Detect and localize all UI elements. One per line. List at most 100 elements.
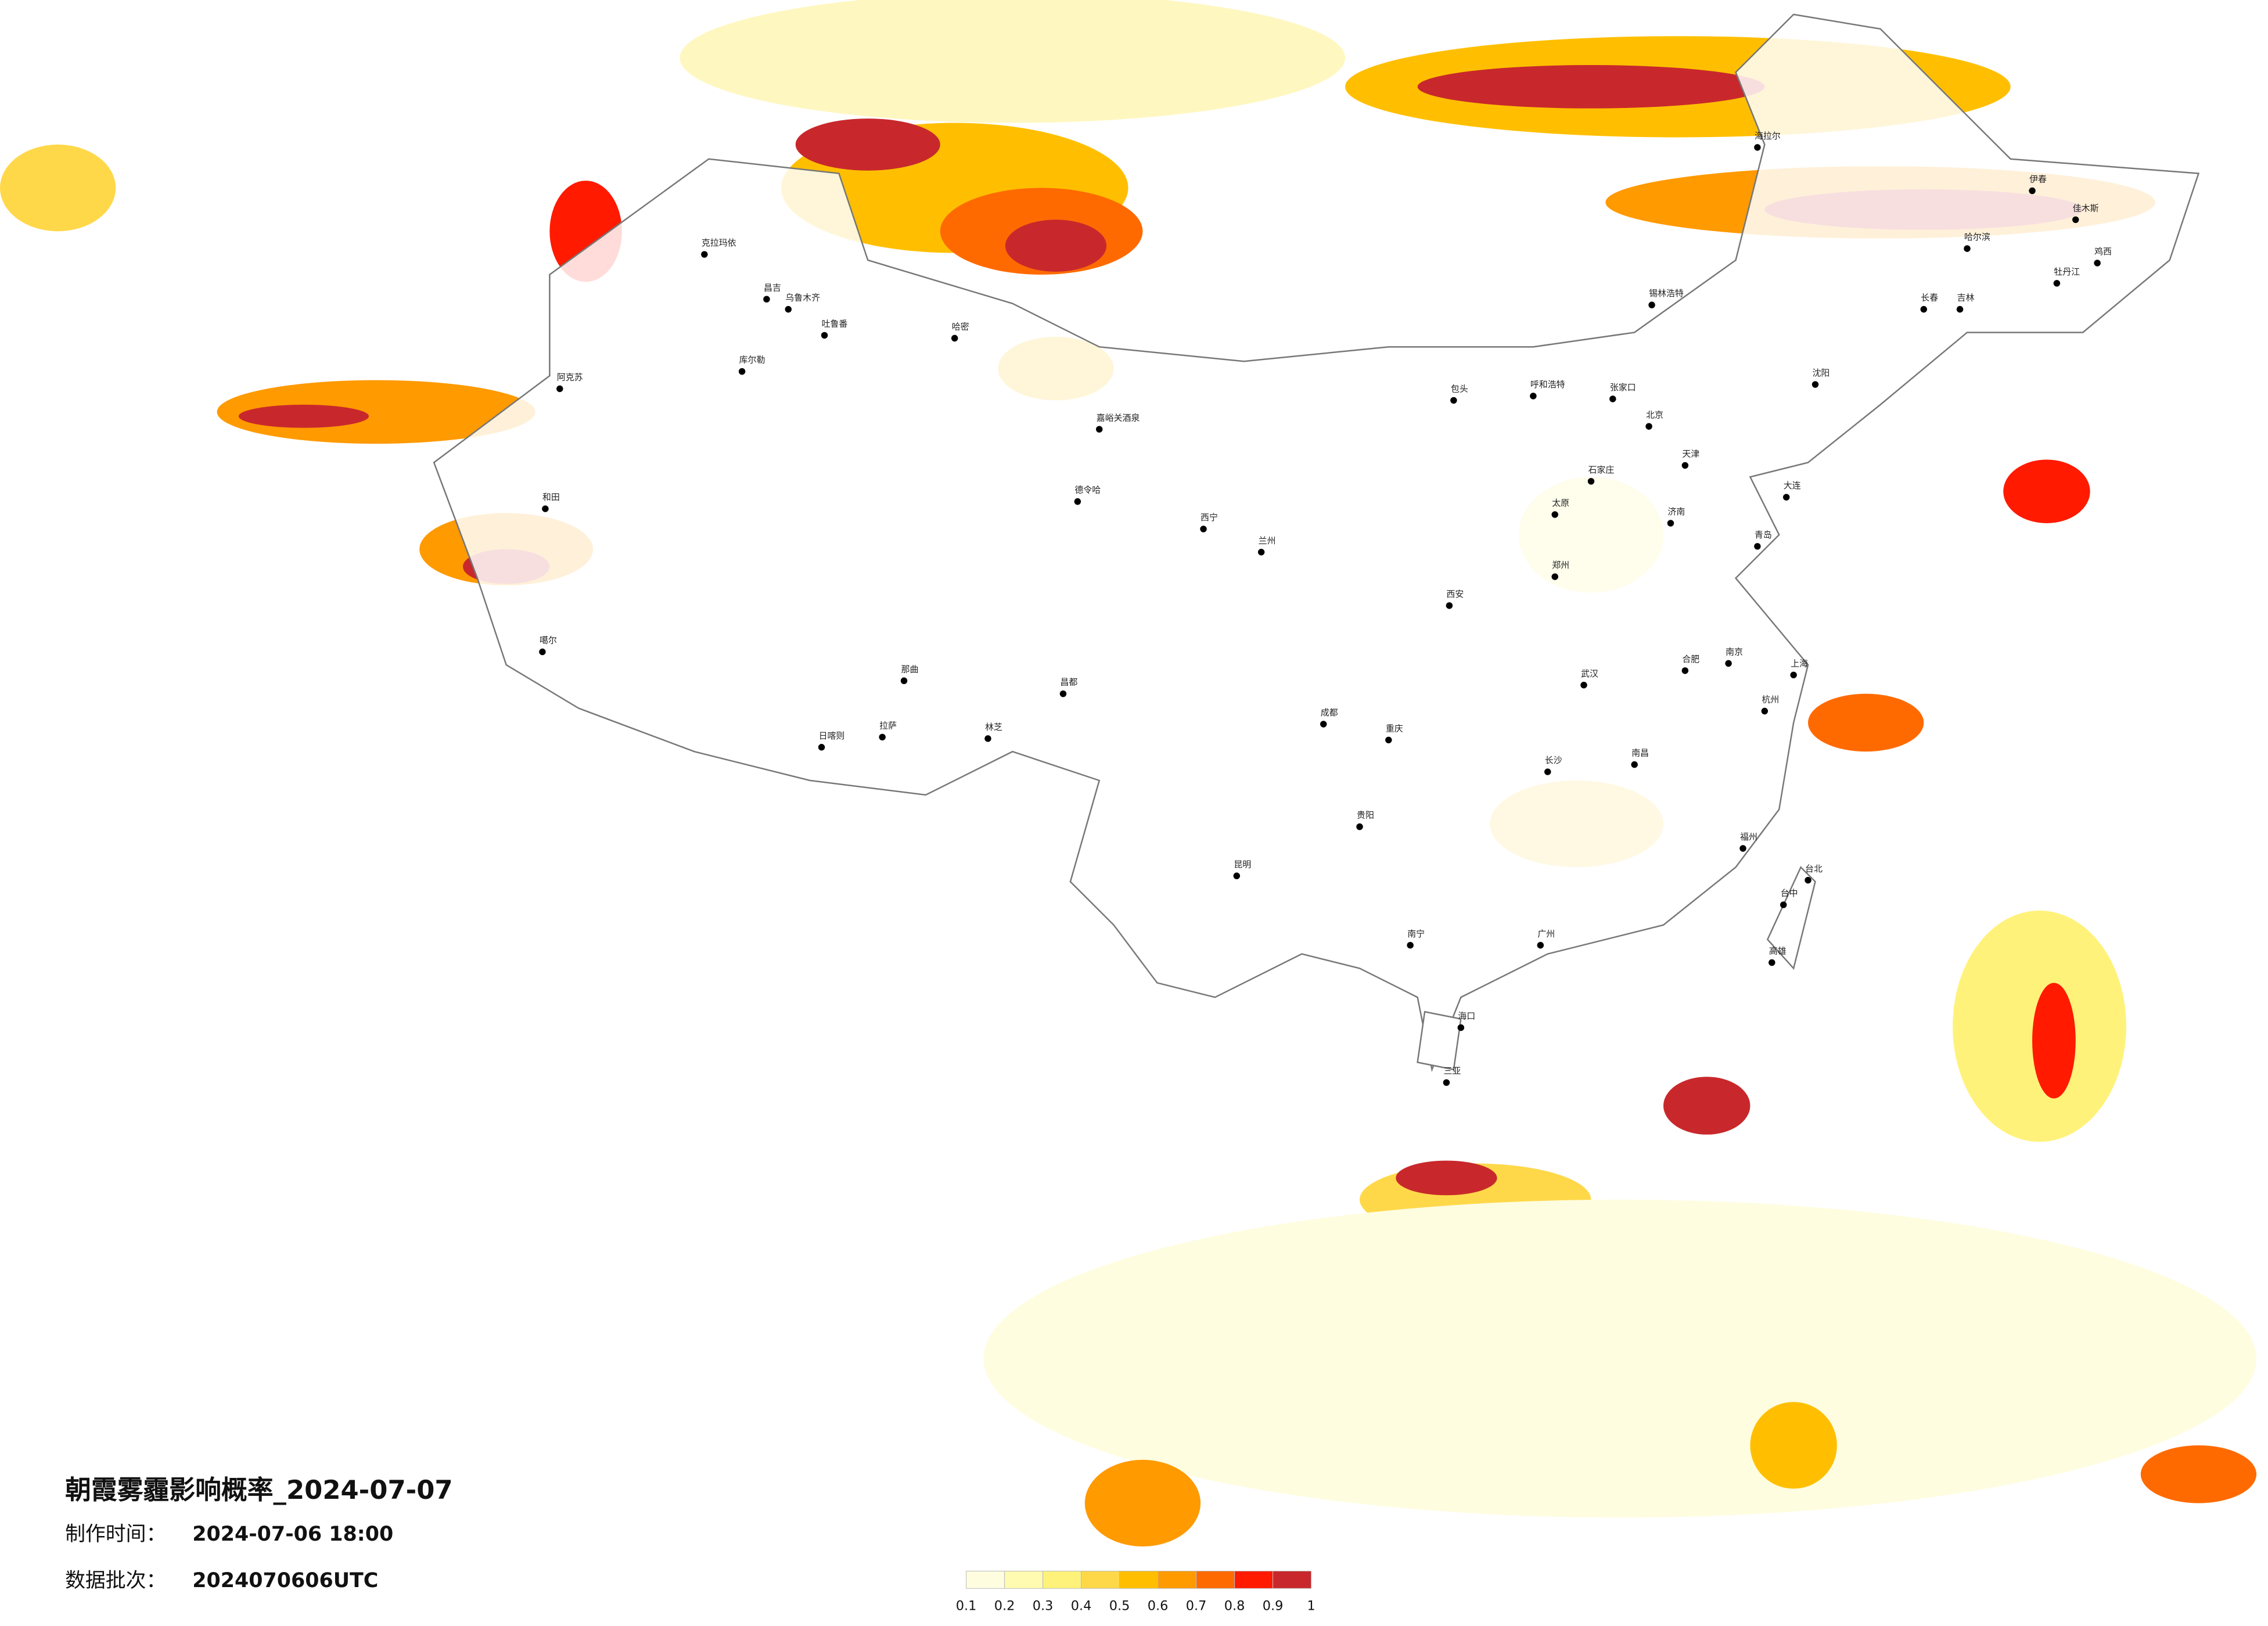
city-dot: [1667, 520, 1674, 527]
city-label: 三亚: [1443, 1066, 1461, 1076]
city-dot: [539, 648, 546, 656]
city-dot: [1074, 498, 1081, 505]
city-dot: [1551, 511, 1558, 518]
city-dot: [818, 744, 825, 751]
batch-label: 数据批次：: [65, 1569, 166, 1592]
city-dot: [1544, 768, 1551, 775]
colorbar-tick-label: 1: [1307, 1599, 1315, 1614]
city-dot: [1790, 671, 1797, 679]
city-label: 昆明: [1234, 859, 1251, 869]
city-label: 鸡西: [2094, 246, 2112, 257]
country-outline: [433, 13, 2200, 1073]
city-label: 嘉峪关酒泉: [1097, 412, 1140, 423]
city-label: 福州: [1740, 832, 1757, 842]
city-dot: [2053, 280, 2061, 287]
city-label: 海口: [1458, 1011, 1475, 1021]
city-label: 石家庄: [1588, 465, 1614, 475]
city-label: 噶尔: [540, 635, 557, 646]
city-label: 贵阳: [1357, 810, 1374, 821]
colorbar-tick-label: 0.3: [1033, 1599, 1054, 1614]
colorbar-tick-label: 0.4: [1071, 1599, 1092, 1614]
city-dot: [1631, 761, 1638, 768]
colorbar-cell: [1004, 1570, 1044, 1589]
city-dot: [2072, 216, 2079, 224]
colorbar-cell: [1196, 1570, 1235, 1589]
city-label: 兰州: [1259, 535, 1276, 546]
city-label: 海拉尔: [1755, 131, 1781, 141]
colorbar-cell: [966, 1570, 1005, 1589]
colorbar-tick-label: 0.9: [1263, 1599, 1284, 1614]
city-dot: [1780, 901, 1787, 908]
city-label: 上海: [1791, 658, 1808, 668]
city-label: 伊春: [2029, 174, 2047, 185]
city-label: 台中: [1781, 888, 1798, 898]
city-dot: [1407, 942, 1414, 949]
city-dot: [2094, 260, 2101, 267]
colorbar-tick-label: 0.2: [994, 1599, 1015, 1614]
colorbar-tick-label: 0.8: [1224, 1599, 1245, 1614]
colorbar-tick-label: 0.7: [1186, 1599, 1207, 1614]
city-dot: [1648, 301, 1655, 308]
city-dot: [951, 334, 958, 342]
city-dot: [1754, 144, 1761, 151]
city-dot: [1956, 305, 1964, 313]
city-label: 济南: [1667, 506, 1685, 517]
city-dot: [1681, 667, 1689, 674]
city-dot: [1769, 959, 1775, 966]
taiwan-outline: [1766, 866, 1816, 970]
city-label: 昌都: [1060, 677, 1077, 688]
city-dot: [1811, 381, 1819, 388]
city-dot: [1739, 845, 1746, 852]
city-dot: [1096, 426, 1103, 433]
city-dot: [1964, 245, 1971, 252]
city-label: 吉林: [1957, 293, 1975, 303]
city-dot: [900, 677, 908, 684]
city-label: 佳木斯: [2073, 203, 2099, 213]
colorbar-tick-label: 0.5: [1109, 1599, 1130, 1614]
city-label: 和田: [542, 492, 560, 502]
city-label: 北京: [1646, 409, 1663, 420]
city-dot: [1385, 736, 1392, 744]
city-dot: [1609, 395, 1616, 402]
city-label: 锡林浩特: [1649, 288, 1684, 298]
city-dot: [1587, 478, 1595, 485]
colorbar-cell: [1081, 1570, 1120, 1589]
city-label: 台北: [1805, 864, 1823, 874]
city-dot: [821, 332, 828, 339]
city-label: 库尔勒: [739, 355, 765, 365]
city-label: 成都: [1321, 707, 1338, 718]
city-label: 克拉玛依: [702, 238, 736, 248]
colorbar-cell: [1234, 1570, 1274, 1589]
city-dot: [738, 368, 746, 375]
city-label: 重庆: [1386, 723, 1403, 733]
made-label: 制作时间：: [65, 1523, 166, 1546]
city-label: 长春: [1921, 293, 1938, 303]
city-label: 西宁: [1201, 512, 1218, 523]
city-label: 哈尔滨: [1964, 232, 1990, 242]
city-dot: [1551, 573, 1558, 580]
map-title: 朝霞雾霾影响概率_2024-07-07: [65, 1474, 453, 1505]
city-dot: [2029, 187, 2036, 195]
city-label: 德令哈: [1074, 485, 1101, 495]
city-dot: [1805, 877, 1811, 884]
city-label: 那曲: [901, 664, 919, 674]
colorbar: 0.1 0.2 0.3 0.4 0.5 0.6 0.7 0.8 0.9 1: [956, 1570, 1315, 1614]
city-label: 青岛: [1755, 530, 1772, 540]
city-label: 南宁: [1407, 929, 1425, 939]
colorbar-tick-label: 0.6: [1148, 1599, 1169, 1614]
city-label: 沈阳: [1813, 368, 1830, 378]
city-label: 广州: [1537, 929, 1555, 939]
city-label: 长沙: [1545, 755, 1562, 765]
city-label: 合肥: [1682, 654, 1699, 664]
city-label: 西安: [1446, 589, 1464, 599]
city-label: 哈密: [952, 321, 969, 332]
city-dot: [542, 505, 549, 512]
city-dot: [1761, 707, 1769, 715]
colorbar-cell: [1043, 1570, 1082, 1589]
city-dot: [556, 385, 563, 393]
city-label: 日喀则: [819, 731, 845, 741]
city-dot: [1200, 526, 1207, 533]
city-label: 昌吉: [764, 282, 781, 293]
city-label: 拉萨: [879, 720, 897, 731]
